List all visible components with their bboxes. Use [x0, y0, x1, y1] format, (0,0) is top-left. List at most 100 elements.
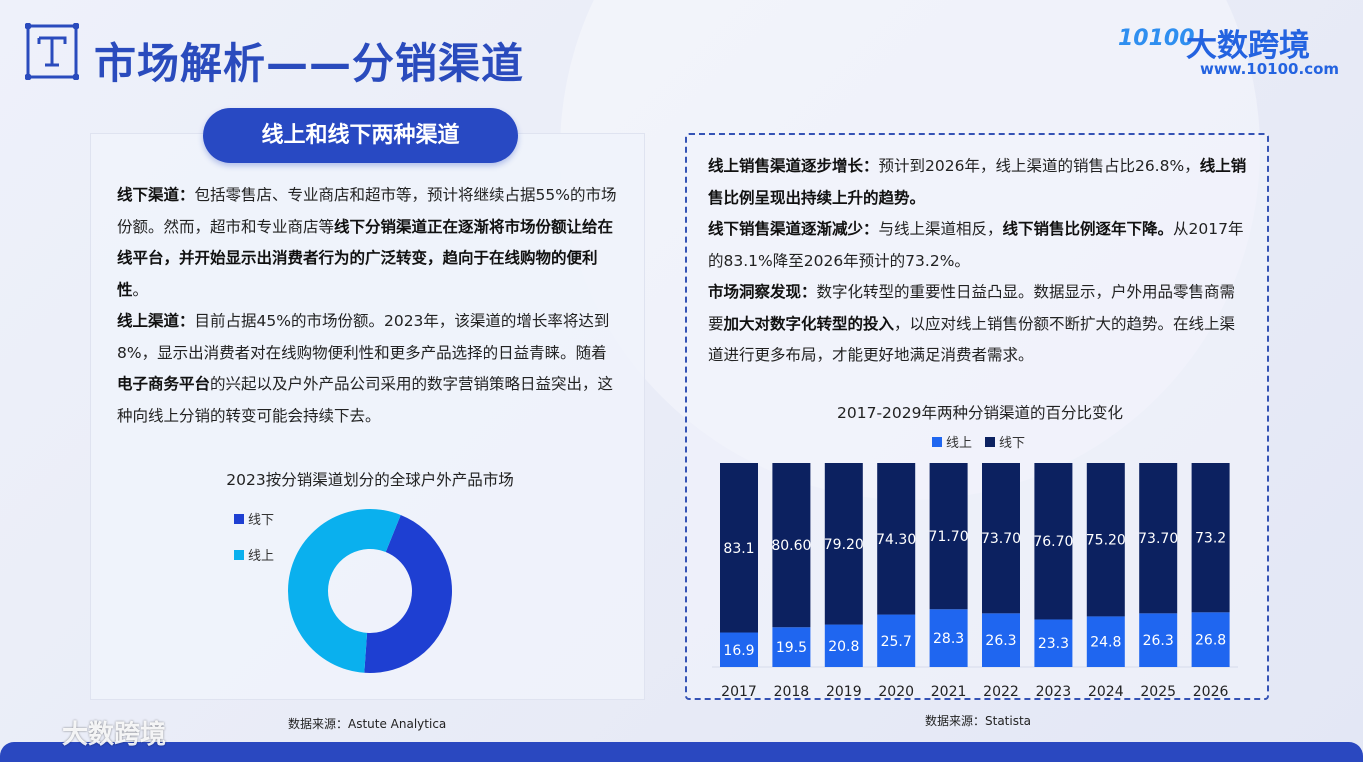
data-label-offline: 73.70 — [1138, 531, 1178, 547]
bold-text: 线上渠道： — [117, 312, 195, 330]
bold-text: 线上销售比例呈现出持续上升的趋势。 — [708, 157, 1247, 207]
bar-online-2018 — [772, 627, 811, 667]
bold-text: 加大对数字化转型的投入 — [723, 314, 895, 333]
paragraph: 线上渠道：目前占据45%的市场份额。2023年，该渠道的增长率将达到8%，显示出… — [117, 306, 622, 432]
donut-chart — [287, 509, 452, 673]
data-label-offline: 71.70 — [929, 529, 969, 545]
bar-online-2019 — [824, 624, 863, 667]
text: 数字化转型的重要性日益凸显。数据显示，户外用品零售商需要 — [708, 283, 1236, 333]
legend-swatch — [985, 436, 995, 447]
x-tick-label: 2026 — [1193, 684, 1229, 700]
paragraph: 线上销售渠道逐步增长：预计到2026年，线上渠道的销售占比26.8%，线上销售比… — [708, 151, 1248, 214]
x-tick-label: 2020 — [878, 684, 914, 700]
stacked-bar-chart: 16.9 83.1 2017 19.5 80.60 2018 20.8 79.20 2019 25… — [712, 463, 1238, 700]
donut-legend-online: 线上 — [234, 545, 274, 564]
data-label-offline: 76.70 — [1033, 534, 1073, 550]
data-label-online: 26.3 — [1143, 633, 1174, 649]
bar-offline-2024 — [1086, 463, 1125, 617]
logo-mark: 10100 — [1118, 26, 1195, 51]
donut-chart-title: 2023按分销渠道划分的全球户外产品市场 — [226, 471, 514, 489]
text: 预计到2026年，线上渠道的销售占比26.8%， — [878, 157, 1200, 175]
bold-text: 线下渠道： — [117, 186, 195, 204]
text: 的兴起以及户外产品公司采用的数字营销策略日益突出，这种向线上分销的转变可能会持续… — [117, 375, 614, 425]
legend-swatch — [234, 549, 244, 560]
bar-offline-2023 — [1034, 463, 1073, 620]
data-label-online: 28.3 — [933, 631, 964, 647]
bold-text: 线下分销渠道正在逐渐将市场份额让给在线平台，并开始显示出消费者行为的广泛转变，趋… — [117, 217, 614, 299]
bar-legend-online: 线上 — [932, 432, 972, 451]
bar-offline-2019 — [824, 463, 863, 625]
paragraph: 市场洞察发现：数字化转型的重要性日益凸显。数据显示，户外用品零售商需要加大对数字… — [708, 277, 1248, 372]
legend-label: 线上 — [946, 436, 973, 451]
data-label-online: 26.8 — [1195, 633, 1226, 649]
donut-slice-线下 — [364, 514, 452, 673]
bar-online-2021 — [929, 609, 968, 667]
bar-online-2017 — [720, 632, 758, 667]
data-label-offline: 74.30 — [876, 532, 916, 548]
bar-chart-title: 2017-2029年两种分销渠道的百分比变化 — [837, 404, 1123, 422]
bar-online-2025 — [1139, 613, 1178, 667]
legend-label: 线下 — [248, 513, 275, 528]
data-label-online: 19.5 — [776, 640, 807, 656]
bar-online-2020 — [877, 614, 916, 667]
bold-text: 市场洞察发现： — [708, 283, 817, 301]
bar-legend-offline: 线下 — [985, 432, 1025, 451]
data-label-online: 16.9 — [723, 643, 754, 659]
bottom-bar — [0, 742, 1363, 762]
donut-legend-offline: 线下 — [234, 509, 274, 528]
brand-logo: 10100 大数跨境 www.10100.com — [1118, 20, 1340, 80]
bar-offline-2018 — [772, 463, 811, 628]
legend-label: 线下 — [999, 436, 1026, 451]
donut-slice-线上 — [287, 509, 401, 673]
text-frame-icon — [25, 23, 79, 80]
x-tick-label: 2023 — [1036, 684, 1072, 700]
paragraph: 线下渠道：包括零售店、专业商店和超市等，预计将继续占据55%的市场份额。然而，超… — [117, 180, 622, 306]
text: 与线上渠道相反， — [878, 220, 1003, 238]
right-text: 线上销售渠道逐步增长：预计到2026年，线上渠道的销售占比26.8%，线上销售比… — [708, 151, 1248, 372]
x-tick-label: 2024 — [1088, 684, 1124, 700]
bar-online-2024 — [1086, 616, 1125, 667]
bar-online-2026 — [1191, 612, 1230, 667]
bold-text: 线下销售比例逐年下降。 — [1002, 220, 1174, 238]
data-label-offline: 73.2 — [1195, 531, 1226, 547]
legend-label: 线上 — [248, 549, 275, 564]
data-label-offline: 73.70 — [981, 531, 1021, 547]
bar-offline-2017 — [720, 463, 758, 633]
data-label-offline: 79.20 — [824, 537, 864, 553]
data-label-offline: 80.60 — [771, 538, 811, 554]
bar-offline-2025 — [1139, 463, 1178, 614]
data-label-online: 26.3 — [985, 633, 1016, 649]
bold-text: 线上销售渠道逐步增长： — [708, 157, 879, 175]
data-label-offline: 75.20 — [1086, 533, 1126, 549]
bar-offline-2020 — [877, 463, 916, 615]
bar-online-2022 — [982, 613, 1020, 667]
paragraph: 线下销售渠道逐渐减少：与线上渠道相反，线下销售比例逐年下降。从2017年的83.… — [708, 214, 1248, 277]
bold-text: 线下销售渠道逐渐减少： — [708, 220, 879, 238]
text: 从2017年的83.1%降至2026年预计的73.2%。 — [708, 220, 1244, 270]
bar-offline-2022 — [982, 463, 1020, 614]
x-tick-label: 2025 — [1140, 684, 1176, 700]
x-tick-label: 2021 — [931, 684, 967, 700]
section-pill: 线上和线下两种渠道 — [203, 108, 518, 163]
legend-swatch — [932, 436, 942, 447]
data-label-offline: 83.1 — [723, 541, 754, 557]
x-tick-label: 2017 — [721, 684, 757, 700]
left-text: 线下渠道：包括零售店、专业商店和超市等，预计将继续占据55%的市场份额。然而，超… — [117, 180, 622, 432]
bar-online-2023 — [1034, 619, 1073, 667]
left-card — [90, 133, 645, 700]
x-tick-label: 2019 — [826, 684, 862, 700]
bold-text: 电子商务平台 — [117, 375, 211, 393]
logo-name: 大数跨境 — [1186, 28, 1310, 64]
text: ，以应对线上销售份额不断扩大的趋势。在线上渠道进行更多布局，才能更好地满足消费者… — [708, 314, 1236, 365]
left-source: 数据来源：Astute Analytica — [288, 717, 447, 731]
logo-url: www.10100.com — [1200, 60, 1340, 78]
data-label-online: 25.7 — [881, 634, 912, 650]
data-label-online: 23.3 — [1038, 636, 1069, 652]
x-tick-label: 2018 — [774, 684, 810, 700]
bar-offline-2026 — [1191, 463, 1230, 613]
text: 。 — [132, 280, 149, 299]
page-title: 市场解析——分销渠道 — [94, 39, 525, 88]
legend-swatch — [234, 513, 244, 524]
data-label-online: 20.8 — [828, 639, 859, 655]
watermark: 大数跨境 — [62, 720, 167, 750]
